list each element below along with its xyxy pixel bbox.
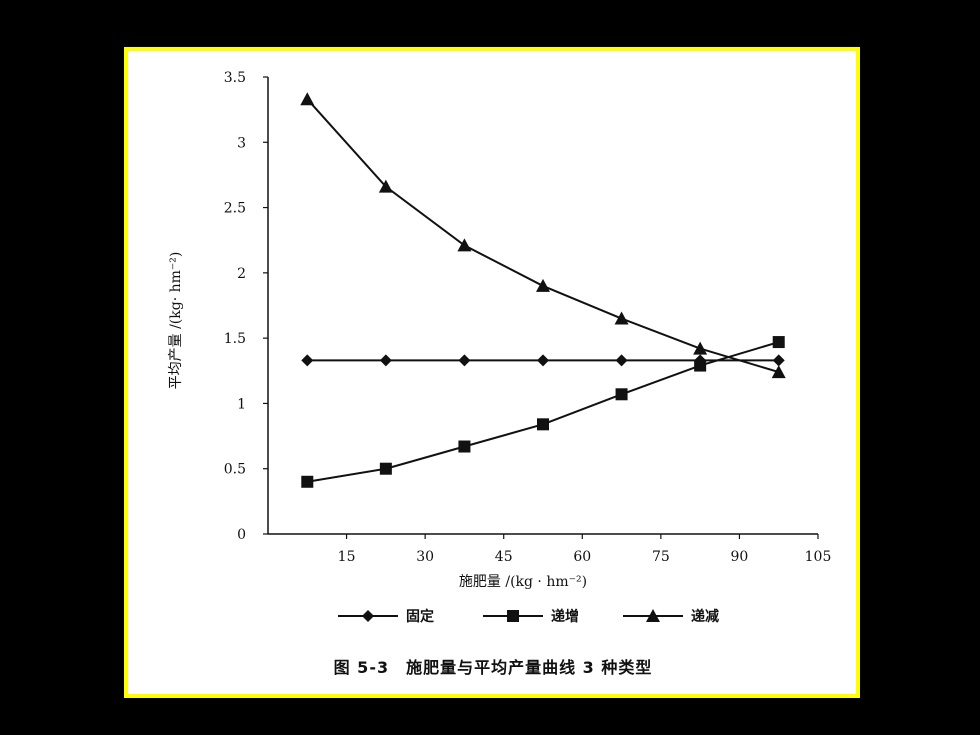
x-tick-label: 15 <box>338 549 356 565</box>
data-point <box>772 354 785 367</box>
legend: 固定 递增 递减 <box>338 608 719 625</box>
data-point <box>694 359 707 372</box>
data-point <box>379 462 392 475</box>
x-tick-label: 90 <box>731 549 749 565</box>
x-tick-label: 30 <box>416 549 434 565</box>
data-point <box>378 179 393 193</box>
x-axis-title: 施肥量 /(kg · hm⁻²) <box>459 574 587 590</box>
series-layer <box>300 92 786 488</box>
axes: 0 0.5 1 1.5 2 2.5 3 3.5 15 30 45 60 75 90 105 <box>224 70 832 565</box>
data-point <box>457 238 472 252</box>
y-tick-label: 3 <box>237 135 246 151</box>
data-point <box>772 336 785 349</box>
legend-item-1: 固定 <box>338 608 434 625</box>
data-point <box>693 341 708 355</box>
legend-marker <box>646 609 660 622</box>
legend-marker <box>362 610 374 622</box>
data-point <box>537 418 549 431</box>
data-point <box>615 354 628 367</box>
legend-item-2: 递增 <box>483 608 579 625</box>
figure-caption: 图 5-3 施肥量与平均产量曲线 3 种类型 <box>334 658 653 677</box>
y-tick-label: 1.5 <box>224 331 246 347</box>
legend-label: 递减 <box>691 608 719 625</box>
legend-item-3: 递减 <box>623 608 719 625</box>
series-2 <box>301 336 785 488</box>
legend-label: 固定 <box>406 608 434 625</box>
y-tick-label: 3.5 <box>224 70 246 86</box>
y-tick-label: 2 <box>237 266 246 282</box>
data-point <box>537 354 549 367</box>
series-3 <box>300 92 786 379</box>
legend-marker <box>507 610 519 622</box>
data-point <box>771 365 786 379</box>
legend-label: 递增 <box>551 608 579 625</box>
y-tick-label: 1 <box>237 396 246 412</box>
x-tick-label: 75 <box>652 549 670 565</box>
data-point <box>379 354 392 367</box>
series-1 <box>301 354 785 367</box>
line-chart: 0 0.5 1 1.5 2 2.5 3 3.5 15 30 45 60 75 90 105 固定 递增 递减 施… <box>168 70 832 677</box>
slide-frame: 0 0.5 1 1.5 2 2.5 3 3.5 15 30 45 60 75 90 105 固定 递增 递减 施… <box>124 47 860 698</box>
y-tick-label: 0.5 <box>224 462 246 478</box>
data-point <box>614 311 629 325</box>
x-tick-label: 105 <box>805 549 832 565</box>
data-point <box>300 92 315 106</box>
y-axis-title: 平均产量 /(kg· hm⁻²) <box>168 252 184 390</box>
series-line <box>306 98 780 374</box>
data-point <box>301 354 314 367</box>
y-tick-label: 0 <box>237 527 246 543</box>
data-point <box>301 475 314 488</box>
data-point <box>458 354 471 367</box>
data-point <box>536 278 550 292</box>
x-tick-label: 45 <box>495 549 513 565</box>
data-point <box>458 440 471 453</box>
y-tick-label: 2.5 <box>224 201 246 217</box>
data-point <box>615 388 628 401</box>
x-tick-label: 60 <box>573 549 591 565</box>
